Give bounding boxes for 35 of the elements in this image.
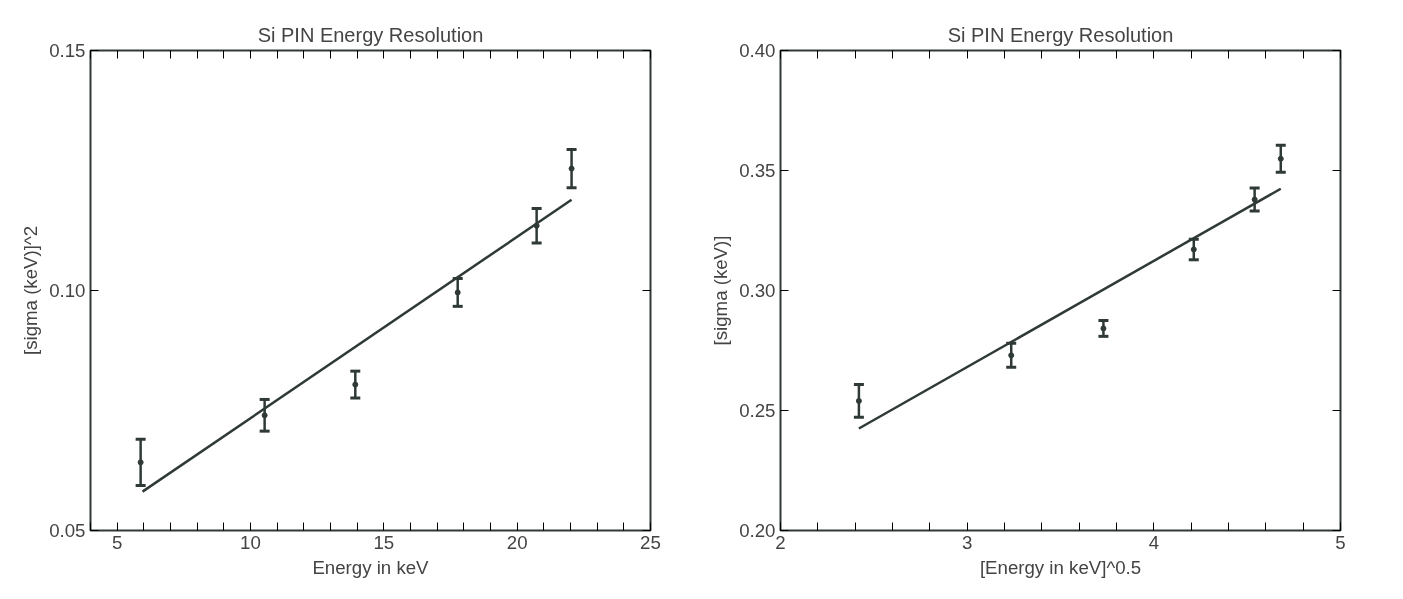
x-tick-label: 5 xyxy=(1335,531,1346,553)
x-tick-label: 3 xyxy=(961,531,973,553)
x-tick-label: 15 xyxy=(373,531,395,553)
point xyxy=(1190,246,1197,253)
point xyxy=(454,289,461,296)
chart-title: Si PIN Energy Resolution xyxy=(947,23,1174,46)
y-axis-title: [sigma (keV)]^2 xyxy=(20,225,42,356)
x-tick-label: 2 xyxy=(775,531,786,553)
y-axis-title: [sigma (keV)] xyxy=(710,235,732,346)
point xyxy=(352,381,359,388)
point xyxy=(261,412,268,419)
x-tick-label: 25 xyxy=(640,531,661,553)
point xyxy=(533,222,540,229)
y-tick-label: 0.30 xyxy=(739,280,776,301)
x-tick-label: 4 xyxy=(1148,531,1160,553)
point xyxy=(1100,325,1107,332)
point xyxy=(1251,196,1258,203)
point xyxy=(137,459,144,466)
y-tick-label: 0.25 xyxy=(739,400,776,421)
x-tick-label: 10 xyxy=(240,531,261,553)
y-tick-label: 0.40 xyxy=(739,40,776,61)
y-tick-label: 0.20 xyxy=(739,520,776,541)
point xyxy=(855,397,862,404)
x-axis-title: Energy in keV xyxy=(312,556,430,578)
point xyxy=(568,165,575,172)
x-axis-title: [Energy in keV]^0.5 xyxy=(979,556,1142,578)
point xyxy=(1277,155,1284,162)
y-tick-label: 0.05 xyxy=(49,520,86,541)
y-tick-label: 0.35 xyxy=(739,160,776,181)
point xyxy=(1008,352,1015,359)
y-tick-label: 0.10 xyxy=(49,280,86,301)
y-tick-label: 0.15 xyxy=(49,40,86,61)
x-tick-label: 5 xyxy=(111,531,123,553)
x-tick-label: 20 xyxy=(506,531,528,553)
chart-title: Si PIN Energy Resolution xyxy=(257,23,484,46)
